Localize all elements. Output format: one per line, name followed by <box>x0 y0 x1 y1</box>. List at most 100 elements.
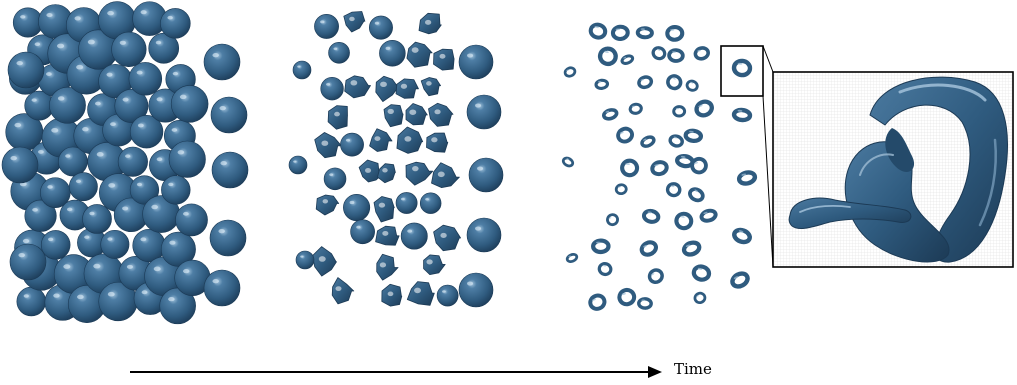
sphere-droplet <box>78 29 119 70</box>
ring-droplet <box>666 74 683 91</box>
deforming-droplet <box>375 75 399 102</box>
ring-droplet <box>730 271 750 289</box>
sphere-droplet <box>160 231 196 267</box>
sphere-droplet <box>68 172 98 202</box>
sphere-droplet <box>400 222 428 250</box>
sphere-droplet <box>295 250 315 270</box>
ring-droplet <box>620 54 635 65</box>
deforming-droplet <box>375 225 400 246</box>
deforming-droplet <box>381 283 403 307</box>
ring-droplet <box>641 208 661 224</box>
deforming-droplet <box>343 11 366 33</box>
sphere-droplet <box>114 89 149 123</box>
ring-droplet <box>597 262 613 277</box>
sphere-droplet <box>340 132 364 157</box>
ring-droplet <box>650 160 669 177</box>
sphere-droplet <box>12 7 43 38</box>
zoom-inset <box>772 71 1014 268</box>
sphere-droplet <box>24 199 57 232</box>
sphere-droplet <box>419 192 442 214</box>
ring-droplet <box>736 170 758 186</box>
ring-droplet <box>674 211 694 231</box>
sphere-droplet <box>175 203 208 237</box>
sphere-droplet <box>82 204 112 234</box>
deforming-droplet <box>396 126 424 154</box>
ring-droplet <box>591 238 611 255</box>
ring-droplet <box>685 79 699 92</box>
ring-droplet <box>690 156 708 175</box>
sphere-droplet <box>466 94 502 130</box>
sphere-droplet <box>395 192 418 214</box>
ring-droplet <box>637 75 654 90</box>
ring-droplet <box>665 182 682 198</box>
sphere-droplet <box>174 259 211 297</box>
ring-droplet <box>588 293 607 311</box>
sphere-droplet <box>292 60 312 80</box>
sphere-droplet <box>211 151 249 189</box>
ring-droplet <box>610 24 630 42</box>
ring-droplet <box>731 107 753 123</box>
ring-droplet <box>640 135 656 148</box>
sphere-droplet <box>100 229 130 259</box>
sphere-droplet <box>128 62 163 96</box>
zoom-connector-bottom <box>762 95 774 268</box>
ring-droplet <box>620 158 640 178</box>
ring-droplet <box>628 102 643 115</box>
sphere-droplet <box>379 40 406 67</box>
sphere-droplet <box>129 115 164 149</box>
deforming-droplet <box>405 103 428 126</box>
zoom-selection-box <box>720 45 764 97</box>
deforming-droplet <box>433 48 455 71</box>
ring-droplet <box>731 58 753 78</box>
deforming-droplet <box>405 161 434 186</box>
ring-droplet <box>667 48 685 63</box>
zoom-connector-top <box>762 45 774 73</box>
sphere-droplet <box>203 43 241 81</box>
ring-droplet <box>691 264 712 282</box>
sphere-droplet <box>458 272 494 308</box>
ring-droplet <box>616 126 634 144</box>
deforming-droplet <box>315 194 340 216</box>
sphere-droplet <box>210 96 248 134</box>
sphere-droplet <box>148 32 180 64</box>
zoomed-ring-droplet <box>788 76 1008 263</box>
ring-droplet <box>683 128 704 143</box>
deforming-droplet <box>376 253 399 281</box>
sphere-droplet <box>288 155 308 175</box>
ring-droplet <box>651 46 667 61</box>
ring-droplet <box>681 240 702 257</box>
deforming-droplet <box>383 104 404 128</box>
ring-droplet <box>617 287 637 307</box>
sphere-droplet <box>58 146 88 177</box>
sphere-droplet <box>16 286 47 317</box>
sphere-droplet <box>320 77 344 101</box>
deforming-droplet <box>312 246 337 277</box>
ring-droplet <box>597 46 618 67</box>
ring-droplet <box>561 156 575 168</box>
deforming-droplet <box>428 102 454 127</box>
deforming-droplet <box>406 281 435 306</box>
ring-droplet <box>665 24 685 42</box>
deforming-droplet <box>373 196 395 223</box>
ring-droplet <box>693 46 710 61</box>
ring-droplet <box>602 108 619 121</box>
ring-droplet <box>668 134 684 148</box>
panel-toroidal-rings <box>561 22 758 311</box>
sphere-droplet <box>117 146 148 177</box>
sphere-droplet <box>1 146 39 184</box>
ring-droplet <box>694 99 714 118</box>
time-axis-label: Time <box>674 360 712 378</box>
sphere-droplet <box>466 217 502 253</box>
sphere-droplet <box>132 1 167 36</box>
sphere-droplet <box>209 219 247 257</box>
ring-droplet <box>606 213 619 227</box>
sphere-droplet <box>203 269 241 307</box>
deforming-droplet <box>418 12 442 35</box>
sphere-droplet <box>129 175 160 205</box>
sphere-droplet <box>328 41 350 64</box>
ring-droplet <box>699 208 718 223</box>
sphere-droplet <box>343 193 371 222</box>
deforming-droplet <box>426 132 449 153</box>
ring-droplet <box>565 252 579 264</box>
deforming-droplet <box>331 277 355 305</box>
